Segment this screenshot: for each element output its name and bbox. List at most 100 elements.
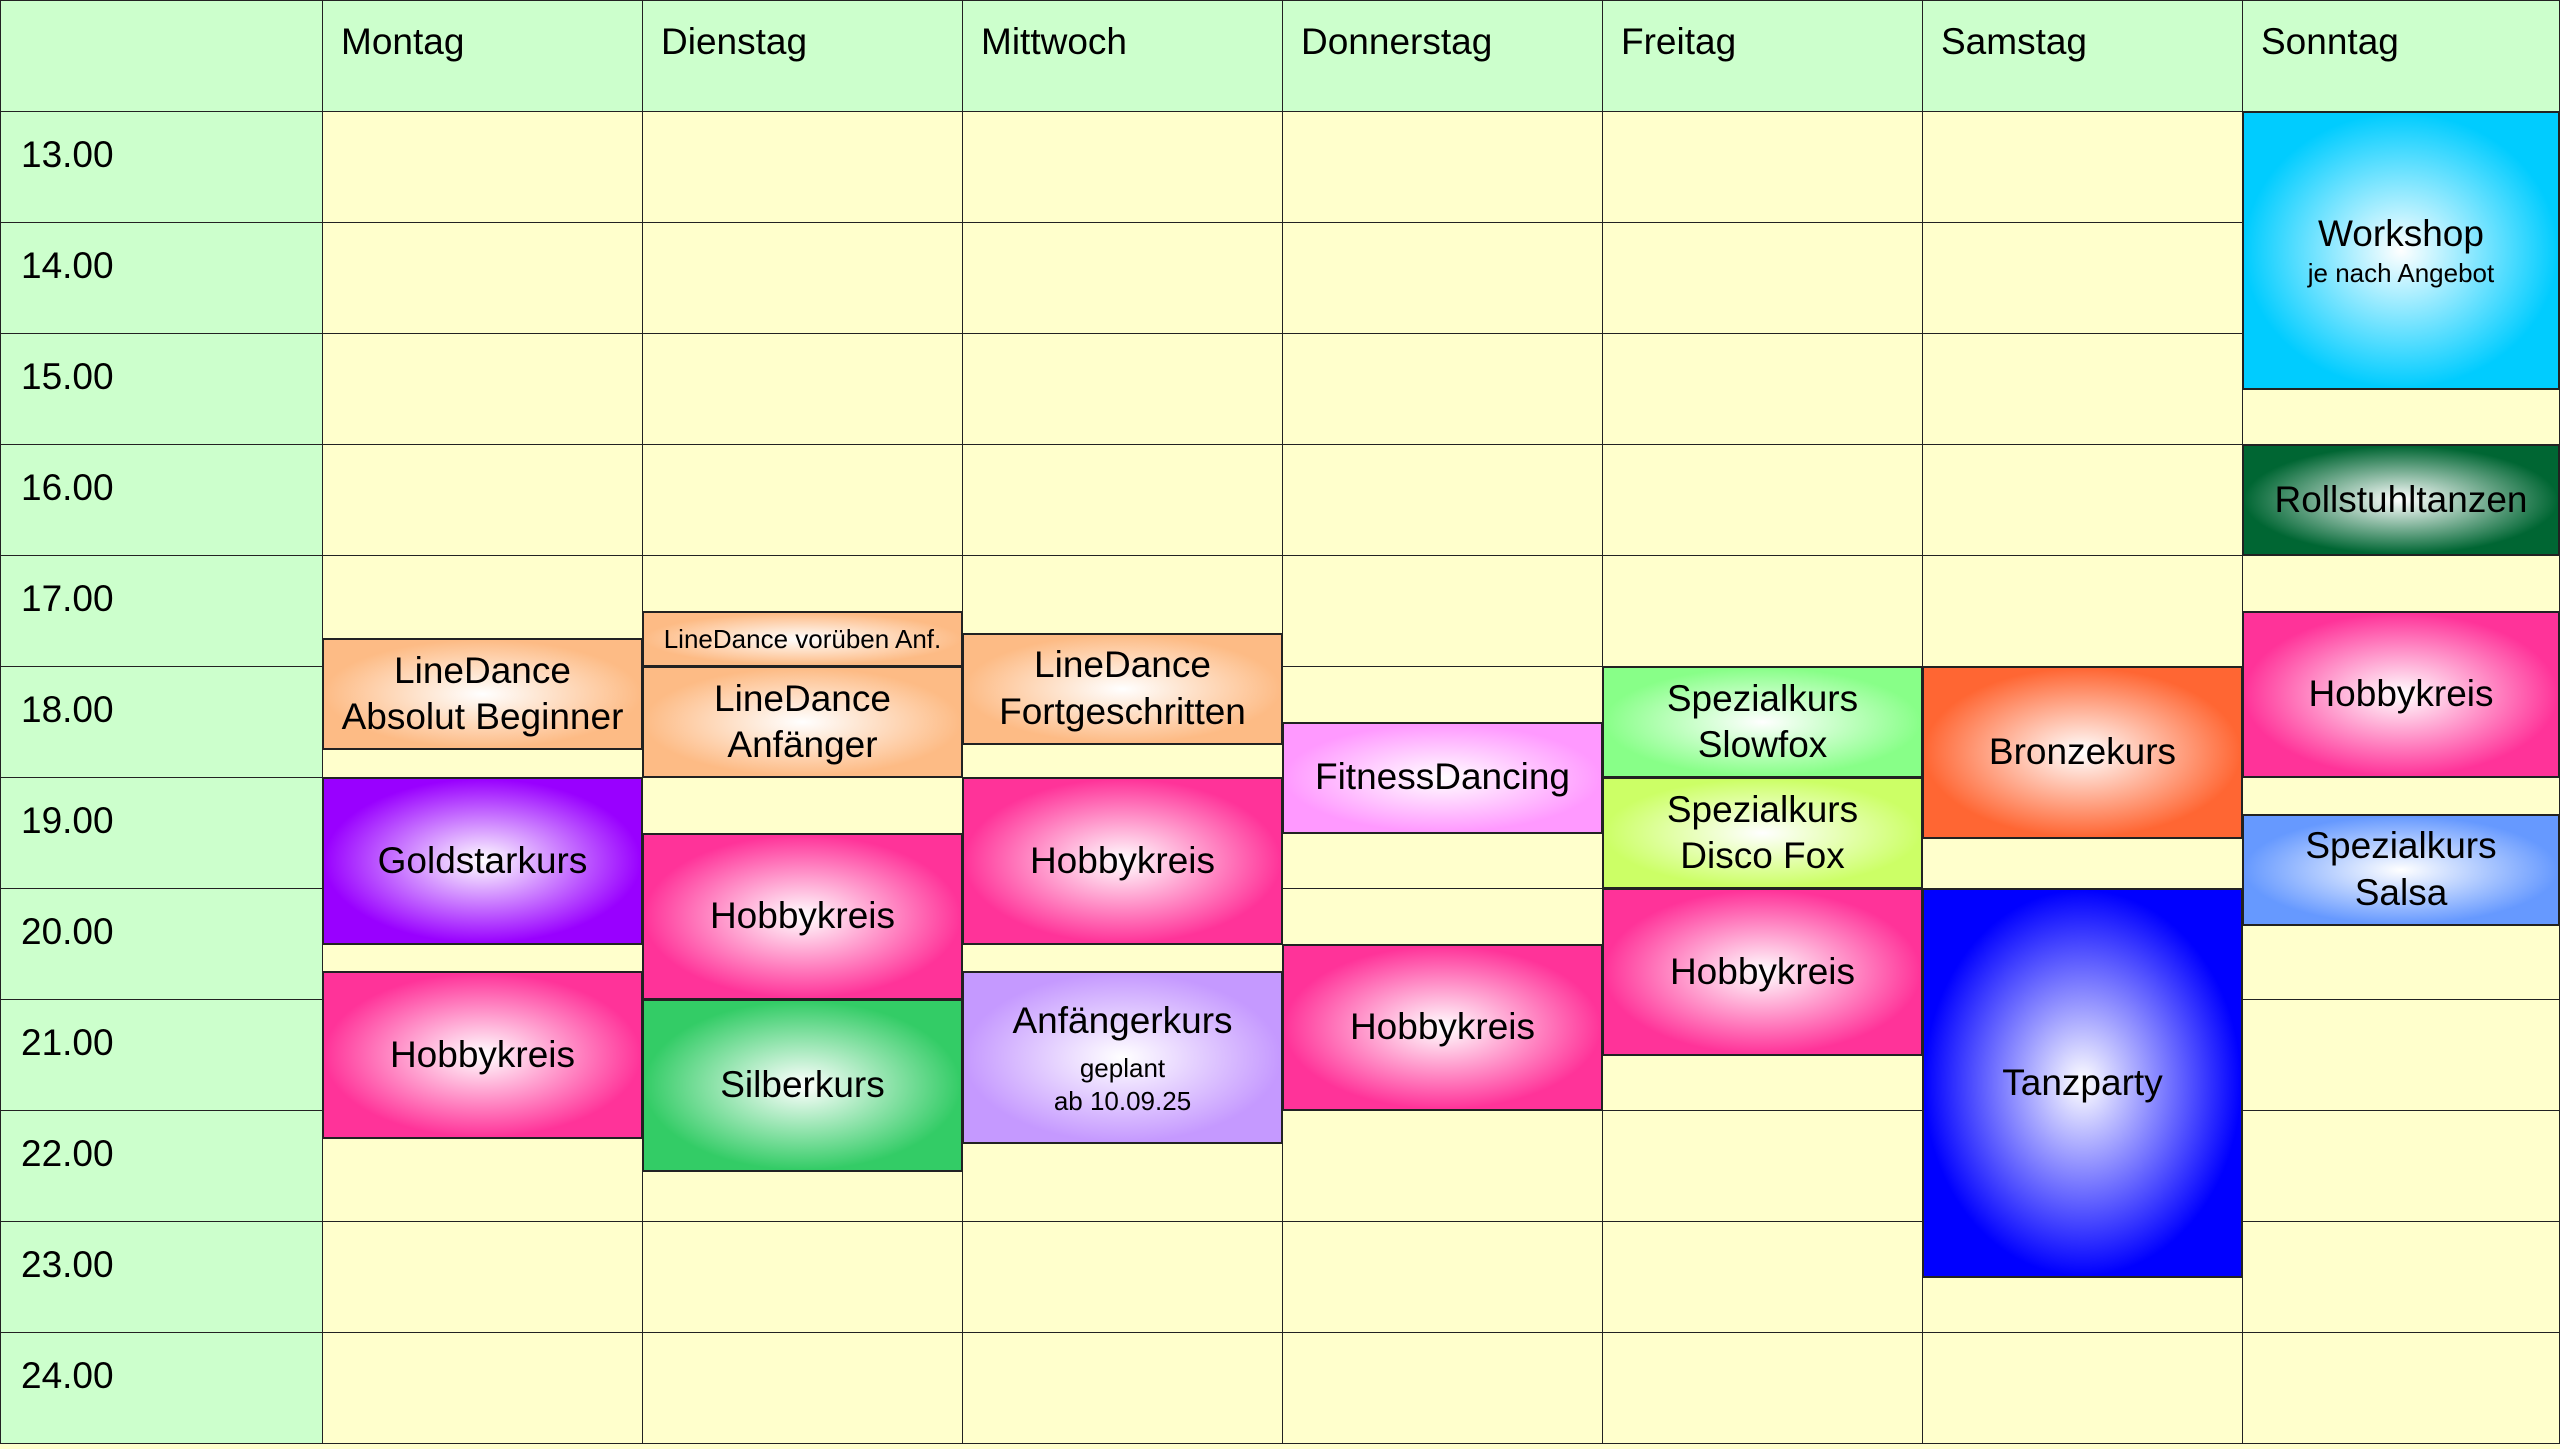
schedule-cell[interactable] bbox=[2242, 1221, 2560, 1333]
schedule-cell[interactable] bbox=[1282, 111, 1603, 223]
event-block[interactable]: Goldstarkurs bbox=[322, 777, 643, 945]
time-label: 22.00 bbox=[0, 1110, 323, 1222]
schedule-cell[interactable] bbox=[1602, 555, 1923, 667]
event-title: Spezialkurs bbox=[1666, 788, 1859, 830]
event-title: Spezialkurs bbox=[1666, 677, 1859, 719]
event-block[interactable]: Anfängerkurs geplant ab 10.09.25 bbox=[962, 971, 1283, 1145]
event-block[interactable]: Silberkurs bbox=[642, 999, 963, 1173]
event-block[interactable]: Hobbykreis bbox=[1602, 888, 1923, 1056]
schedule-cell[interactable] bbox=[962, 1332, 1283, 1444]
event-block[interactable]: Bronzekurs bbox=[1922, 666, 2243, 840]
event-title: FitnessDancing bbox=[1314, 756, 1570, 798]
time-label: 14.00 bbox=[0, 222, 323, 334]
event-title: Anfängerkurs bbox=[1012, 1000, 1233, 1042]
event-block[interactable]: Tanzparty bbox=[1922, 888, 2243, 1278]
schedule-cell[interactable] bbox=[1282, 333, 1603, 445]
event-block[interactable]: Spezialkurs Disco Fox bbox=[1602, 777, 1923, 889]
schedule-cell[interactable] bbox=[1602, 1332, 1923, 1444]
schedule-cell[interactable] bbox=[2242, 1110, 2560, 1222]
schedule-cell[interactable] bbox=[642, 333, 963, 445]
schedule-cell[interactable] bbox=[962, 444, 1283, 556]
schedule-cell[interactable] bbox=[962, 333, 1283, 445]
schedule-cell[interactable] bbox=[1282, 1221, 1603, 1333]
event-title: Hobbykreis bbox=[1669, 950, 1856, 992]
event-subtitle: Salsa bbox=[2354, 871, 2448, 913]
schedule-cell[interactable] bbox=[1282, 1110, 1603, 1222]
day-header-montag: Montag bbox=[322, 0, 643, 112]
schedule-cell[interactable] bbox=[1282, 444, 1603, 556]
schedule-cell[interactable] bbox=[1922, 333, 2243, 445]
schedule-cell[interactable] bbox=[642, 111, 963, 223]
schedule-cell[interactable] bbox=[962, 222, 1283, 334]
day-header-samstag: Samstag bbox=[1922, 0, 2243, 112]
event-block[interactable]: Spezialkurs Salsa bbox=[2242, 813, 2560, 926]
event-subtitle: Anfänger bbox=[727, 724, 878, 765]
event-title: LineDance bbox=[394, 650, 571, 691]
schedule-cell[interactable] bbox=[642, 1332, 963, 1444]
schedule-cell[interactable] bbox=[1922, 222, 2243, 334]
schedule-cell[interactable] bbox=[1922, 111, 2243, 223]
day-header-sonntag: Sonntag bbox=[2242, 0, 2560, 112]
time-label: 21.00 bbox=[0, 999, 323, 1111]
time-label: 23.00 bbox=[0, 1221, 323, 1333]
event-title: LineDance vorüben Anf. bbox=[663, 623, 942, 654]
schedule-cell[interactable] bbox=[1282, 222, 1603, 334]
schedule-cell[interactable] bbox=[2242, 1332, 2560, 1444]
event-subtitle: Absolut Beginner bbox=[341, 696, 624, 738]
event-block[interactable]: Hobbykreis bbox=[1282, 943, 1603, 1111]
schedule-cell[interactable] bbox=[322, 1332, 643, 1444]
schedule-cell[interactable] bbox=[1602, 222, 1923, 334]
event-block[interactable]: LineDance Fortgeschritten bbox=[962, 632, 1283, 745]
schedule-cell[interactable] bbox=[1922, 1332, 2243, 1444]
day-header-dienstag: Dienstag bbox=[642, 0, 963, 112]
event-block[interactable]: Workshop je nach Angebot bbox=[2242, 111, 2560, 390]
schedule-cell[interactable] bbox=[322, 1221, 643, 1333]
schedule-cell[interactable] bbox=[1922, 444, 2243, 556]
event-title: Tanzparty bbox=[2002, 1061, 2163, 1103]
schedule-cell[interactable] bbox=[1602, 111, 1923, 223]
event-title: Hobbykreis bbox=[2308, 673, 2494, 715]
event-title: LineDance bbox=[1034, 644, 1211, 686]
event-title: Hobbykreis bbox=[709, 895, 896, 937]
event-block[interactable]: Hobbykreis bbox=[2242, 610, 2560, 778]
schedule-cell[interactable] bbox=[322, 222, 643, 334]
schedule-cell[interactable] bbox=[1282, 1332, 1603, 1444]
schedule-cell[interactable] bbox=[1602, 333, 1923, 445]
schedule-cell[interactable] bbox=[962, 1221, 1283, 1333]
schedule-cell[interactable] bbox=[322, 111, 643, 223]
time-label: 17.00 bbox=[0, 555, 323, 667]
event-block[interactable]: LineDance Absolut Beginner bbox=[322, 638, 643, 751]
event-block[interactable]: Hobbykreis bbox=[322, 971, 643, 1139]
schedule-cell[interactable] bbox=[1602, 1221, 1923, 1333]
schedule-cell[interactable] bbox=[2242, 999, 2560, 1111]
schedule-cell[interactable] bbox=[1602, 1110, 1923, 1222]
event-subtitle: Disco Fox bbox=[1680, 835, 1845, 876]
schedule-cell[interactable] bbox=[642, 222, 963, 334]
day-header-freitag: Freitag bbox=[1602, 0, 1923, 112]
schedule-cell[interactable] bbox=[1282, 555, 1603, 667]
schedule-cell[interactable] bbox=[962, 111, 1283, 223]
event-block[interactable]: Rollstuhltanzen bbox=[2242, 444, 2560, 556]
time-label: 16.00 bbox=[0, 444, 323, 556]
time-label: 15.00 bbox=[0, 333, 323, 445]
event-title: Hobbykreis bbox=[1349, 1006, 1536, 1048]
event-block[interactable]: Hobbykreis bbox=[962, 777, 1283, 945]
event-title: LineDance bbox=[714, 677, 891, 719]
event-block[interactable]: FitnessDancing bbox=[1282, 721, 1603, 834]
event-block[interactable]: Hobbykreis bbox=[642, 832, 963, 1000]
schedule-cell[interactable] bbox=[322, 333, 643, 445]
schedule-cell[interactable] bbox=[1922, 555, 2243, 667]
schedule-cell[interactable] bbox=[642, 444, 963, 556]
event-block[interactable]: LineDance Anfänger bbox=[642, 666, 963, 778]
event-block[interactable]: Spezialkurs Slowfox bbox=[1602, 666, 1923, 778]
schedule-cell[interactable] bbox=[322, 444, 643, 556]
event-title: Hobbykreis bbox=[1029, 839, 1216, 881]
event-title: Rollstuhltanzen bbox=[2274, 478, 2528, 520]
event-title: Workshop bbox=[2318, 212, 2484, 254]
time-label: 20.00 bbox=[0, 888, 323, 1000]
schedule-cell[interactable] bbox=[642, 1221, 963, 1333]
event-title: Bronzekurs bbox=[1988, 731, 2177, 773]
schedule-cell[interactable] bbox=[1602, 444, 1923, 556]
event-block[interactable]: LineDance vorüben Anf. bbox=[642, 610, 963, 667]
event-title: Spezialkurs bbox=[2305, 825, 2497, 867]
